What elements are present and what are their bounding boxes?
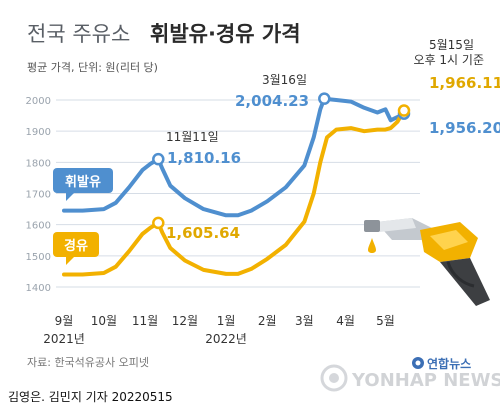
y-tick-label: 1500 bbox=[26, 252, 51, 263]
byline: 김영은. 김민지 기자 20220515 bbox=[8, 390, 173, 404]
x-tick-label: 9월 bbox=[55, 314, 74, 328]
legend-diesel-tag bbox=[53, 232, 99, 257]
x-tick-label: 3월 bbox=[295, 314, 314, 328]
x-tick-label: 4월 bbox=[336, 314, 355, 328]
annotation-may15-time: 오후 1시 기준 bbox=[414, 53, 484, 67]
annotation-diesel-now: 1,966.11 bbox=[429, 74, 500, 92]
marker-diesel bbox=[397, 104, 411, 117]
annotation-gasoline-mar: 2,004.23 bbox=[235, 92, 309, 110]
markers bbox=[152, 92, 411, 230]
x-tick-label: 1월 bbox=[217, 314, 236, 328]
legend-gasoline-tag bbox=[53, 168, 113, 193]
marker-gasoline bbox=[152, 152, 165, 166]
y-tick-label: 1600 bbox=[26, 221, 51, 232]
marker-diesel bbox=[152, 216, 165, 230]
annotation-gasoline-nov: 1,810.16 bbox=[167, 149, 241, 167]
series-line-diesel bbox=[62, 108, 406, 277]
legend-gasoline-pointer bbox=[66, 193, 74, 201]
x-tick-year-label: 2021년 bbox=[43, 332, 85, 346]
title-bold: 휘발유·경유 가격 bbox=[150, 22, 301, 46]
agency-logo-text: 연합뉴스 bbox=[427, 356, 471, 371]
y-tick-label: 1700 bbox=[26, 190, 51, 201]
y-tick-label: 1400 bbox=[26, 283, 51, 294]
y-tick-label: 1800 bbox=[26, 158, 51, 169]
legend-diesel: 경유 bbox=[53, 232, 99, 265]
series-line-gasoline bbox=[62, 96, 406, 218]
legend-diesel-pointer bbox=[66, 257, 74, 265]
annotation-mar16-date: 3월16일 bbox=[262, 73, 307, 87]
legend-gasoline: 휘발유 bbox=[53, 168, 113, 201]
x-tick-label: 12월 bbox=[172, 314, 198, 328]
annotation-diesel-nov: 1,605.64 bbox=[166, 224, 240, 242]
y-tick-label: 2000 bbox=[26, 96, 51, 107]
fuel-nozzle-icon bbox=[364, 218, 490, 306]
y-tick-label: 1900 bbox=[26, 127, 51, 138]
source-text: 자료: 한국석유공사 오피넷 bbox=[27, 356, 149, 369]
yonhap-watermark: YONHAP NEWS bbox=[320, 364, 500, 392]
marker-gasoline bbox=[318, 92, 331, 105]
legend-gasoline-label: 휘발유 bbox=[65, 174, 101, 190]
y-axis: 1400 1500 1600 1700 1800 1900 2000 bbox=[26, 96, 51, 294]
subtitle: 평균 가격, 단위: 원(리터 당) bbox=[27, 61, 158, 74]
title-light: 전국 주유소 bbox=[27, 22, 130, 46]
x-tick-label: 10월 bbox=[91, 314, 117, 328]
x-tick-label: 11월 bbox=[132, 314, 158, 328]
annotation-may15-date: 5월15일 bbox=[429, 38, 474, 52]
legend-diesel-label: 경유 bbox=[64, 238, 88, 254]
x-tick-label: 2월 bbox=[258, 314, 277, 328]
annotation-gasoline-now: 1,956.20 bbox=[429, 119, 500, 137]
annotation-nov11-date: 11월11일 bbox=[166, 130, 219, 144]
x-axis: 9월 2021년 10월 11월 12월 1월 2022년 2월 3월 4월 5월 bbox=[43, 314, 395, 346]
watermark-text: YONHAP NEWS bbox=[351, 370, 500, 391]
x-tick-year-label: 2022년 bbox=[205, 332, 247, 346]
y-grid bbox=[56, 99, 420, 288]
agency-logo: 연합뉴스 bbox=[412, 356, 471, 371]
x-tick-label: 5월 bbox=[376, 314, 395, 328]
